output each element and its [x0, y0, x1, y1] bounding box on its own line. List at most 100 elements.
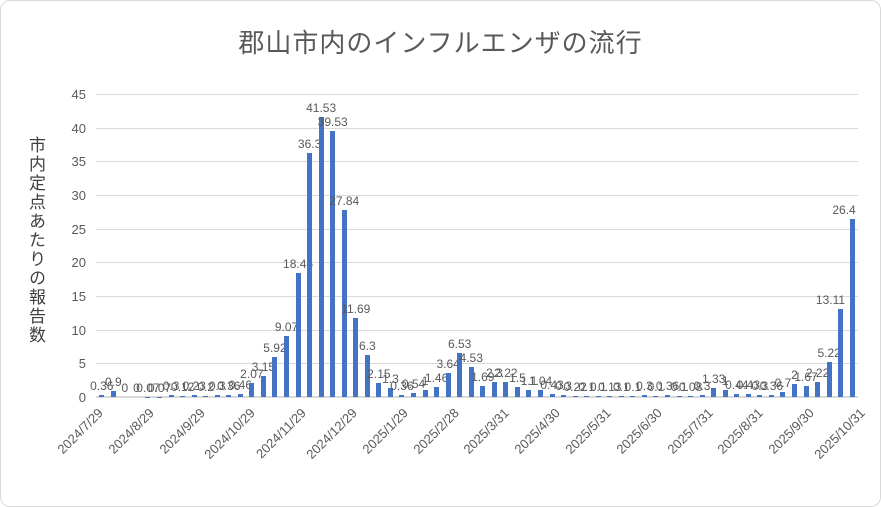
bar — [376, 382, 382, 397]
bar-label: 18.46 — [283, 256, 314, 271]
bar — [641, 394, 647, 397]
bar-label: 4.53 — [459, 350, 483, 365]
bar — [468, 366, 474, 397]
x-tick-label: 2025/6/30 — [613, 405, 665, 457]
bar — [364, 354, 370, 397]
bar — [353, 318, 359, 397]
x-tick-label: 2025/7/31 — [663, 405, 716, 457]
x-tick-label: 2024/8/29 — [105, 405, 157, 457]
bar-label: 3.15 — [251, 359, 276, 374]
y-tick-label: 25 — [71, 221, 86, 237]
bar — [826, 361, 832, 397]
bar — [284, 335, 289, 397]
bar — [168, 394, 174, 397]
bar-label: 0.43 — [736, 378, 760, 393]
gridline — [96, 262, 858, 264]
y-tick-label: 40 — [71, 120, 86, 136]
bar — [734, 394, 740, 397]
bar — [572, 395, 578, 397]
bar-label: 3.64 — [436, 356, 460, 371]
bar-label: 5.22 — [817, 345, 841, 360]
bar-label: 0.3 — [751, 378, 769, 393]
bar-label: 0.22 — [563, 379, 587, 394]
bar — [595, 396, 601, 397]
bar-label: 27.84 — [329, 193, 360, 208]
bar-label: 0.12 — [170, 380, 195, 395]
bar — [815, 382, 821, 397]
gridline — [96, 195, 858, 196]
bar — [330, 130, 336, 397]
bar-label: 0.1 — [624, 380, 642, 395]
bar-label: 9.07 — [274, 319, 299, 334]
bar — [768, 394, 774, 397]
bar-label: 2.3 — [485, 365, 503, 380]
bar — [745, 394, 751, 397]
bar-label: 0.36 — [759, 378, 784, 393]
gridline — [96, 127, 858, 129]
bar — [538, 390, 543, 397]
y-tick-label: 35 — [71, 154, 86, 170]
bar — [237, 393, 243, 397]
y-tick-label: 10 — [71, 322, 86, 338]
bar — [757, 394, 763, 397]
bar-label: 1.5 — [509, 370, 526, 385]
bar-label: 36.3 — [297, 136, 322, 151]
bar-label: 5.92 — [263, 341, 287, 356]
bar — [849, 219, 855, 397]
bar-label: 6.53 — [447, 337, 472, 352]
bar — [480, 385, 486, 397]
bar — [318, 117, 324, 397]
bar — [699, 394, 705, 397]
bar-label: 1.46 — [424, 371, 449, 386]
bar-label: 0.1 — [670, 380, 688, 395]
bar-label: 0.3 — [162, 378, 180, 393]
bar — [607, 396, 613, 397]
bar — [653, 396, 659, 397]
bar-label: 0.43 — [540, 378, 564, 393]
bar — [618, 396, 624, 397]
bar-label: 0.3 — [693, 378, 711, 393]
bar-label: 0.23 — [182, 379, 206, 394]
bar-label: 41.53 — [306, 101, 337, 116]
bar-label: 0.44 — [725, 378, 749, 393]
bar-label: 1.33 — [701, 372, 726, 387]
y-tick-label: 20 — [71, 255, 86, 271]
bar — [549, 394, 555, 397]
bar — [722, 390, 728, 397]
gridline — [96, 363, 858, 365]
bar-label: 2 — [791, 367, 798, 382]
x-tick-label: 2024/7/29 — [54, 405, 106, 457]
bar — [203, 395, 209, 397]
gridline — [96, 161, 858, 163]
bar — [341, 209, 347, 397]
y-tick-label: 30 — [71, 188, 86, 203]
bar — [422, 390, 428, 397]
gridline — [96, 396, 858, 397]
bar — [399, 394, 405, 397]
bar-label: 0.1 — [612, 380, 630, 395]
bar-label: 1.04 — [528, 374, 553, 388]
gridline — [96, 228, 858, 230]
bar — [214, 394, 220, 397]
x-tick-label: 2025/4/30 — [511, 405, 564, 457]
bar-label: 0.3 — [208, 378, 226, 393]
bar — [445, 372, 451, 397]
bar — [272, 357, 278, 397]
bar-label: 0.1 — [589, 380, 607, 395]
bar — [514, 386, 520, 397]
bar — [99, 394, 105, 397]
x-tick-label: 2024/11/29 — [253, 405, 310, 462]
bar-label: 0.7 — [774, 376, 792, 391]
bar — [180, 396, 186, 397]
x-tick-label: 2025/9/30 — [765, 405, 818, 457]
bar-label: 0.36 — [390, 378, 414, 393]
bar — [249, 383, 255, 397]
bar — [307, 152, 313, 397]
bar — [665, 394, 670, 397]
bar-label: 0.36 — [217, 378, 241, 393]
bar-label: 0.07 — [147, 380, 172, 395]
bar-label: 1.67 — [794, 369, 818, 384]
bar-label: 0 — [121, 381, 129, 395]
bar — [434, 387, 440, 397]
